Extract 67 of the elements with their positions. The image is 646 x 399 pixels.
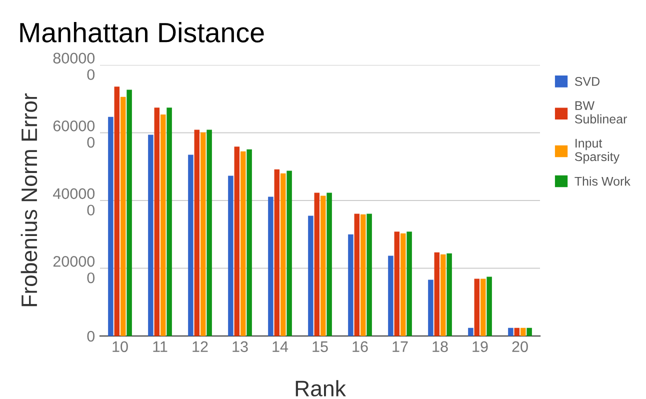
- x-tick-label: 18: [432, 341, 448, 352]
- x-tick-label: 10: [112, 341, 128, 352]
- y-axis-title: Frobenius Norm Error: [20, 93, 38, 306]
- bar: [188, 154, 194, 336]
- bar: [348, 234, 354, 336]
- bar: [446, 253, 452, 336]
- x-tick-label: 14: [272, 341, 288, 352]
- x-tick-label: 11: [153, 341, 168, 352]
- legend-label: BW Sublinear: [574, 101, 628, 124]
- bar: [526, 328, 532, 336]
- bar: [480, 278, 486, 336]
- bar: [360, 214, 366, 336]
- y-tick-label: 40000 0: [53, 188, 95, 216]
- legend-label: Input Sparsity: [574, 138, 620, 164]
- bar: [274, 169, 280, 336]
- x-tick-label: 17: [392, 341, 408, 352]
- legend-label: This Work: [574, 176, 630, 186]
- x-tick-label: 20: [512, 341, 528, 352]
- bar: [286, 170, 292, 336]
- bar: [154, 108, 160, 336]
- bar: [388, 256, 394, 336]
- bar: [308, 216, 314, 336]
- x-tick-label: 16: [352, 341, 368, 352]
- x-tick-label: 15: [312, 341, 328, 352]
- bar: [166, 108, 172, 336]
- x-tick-label: 13: [232, 341, 248, 352]
- y-tick-label: 60000 0: [53, 120, 95, 148]
- bar: [474, 278, 480, 336]
- bar: [314, 192, 320, 336]
- bar: [468, 328, 474, 336]
- y-tick-label: 20000 0: [53, 256, 95, 284]
- bar: [366, 214, 372, 336]
- bar: [194, 130, 200, 336]
- bar: [160, 114, 166, 336]
- bar: [246, 149, 252, 336]
- bar: [354, 214, 360, 336]
- y-tick-label: 0: [87, 330, 95, 342]
- bar: [520, 328, 526, 336]
- legend-label: SVD: [574, 77, 600, 86]
- bar: [280, 173, 286, 336]
- bar: [126, 90, 132, 336]
- chart-title: Manhattan Distance: [20, 22, 264, 42]
- bar: [406, 232, 412, 336]
- x-tick-label: 19: [472, 341, 488, 352]
- bar: [394, 232, 400, 336]
- bar: [508, 328, 514, 336]
- bar: [200, 132, 206, 336]
- bar: [206, 130, 212, 336]
- bar: [234, 146, 240, 336]
- x-axis-title: Rank: [296, 380, 346, 396]
- bar: [514, 328, 520, 336]
- y-tick-label: 80000 0: [53, 52, 95, 80]
- bar: [114, 86, 120, 336]
- bar: [400, 233, 406, 336]
- bar: [120, 96, 126, 336]
- bar: [428, 280, 434, 336]
- bar: [320, 196, 326, 336]
- x-tick-label: 12: [192, 341, 208, 352]
- bar: [440, 254, 446, 336]
- bar: [240, 151, 246, 336]
- bar: [486, 276, 492, 336]
- bar: [268, 196, 274, 336]
- bar: [108, 116, 114, 336]
- bar: [148, 134, 154, 336]
- bar: [434, 252, 440, 336]
- bar: [228, 176, 234, 336]
- bar: [326, 192, 332, 336]
